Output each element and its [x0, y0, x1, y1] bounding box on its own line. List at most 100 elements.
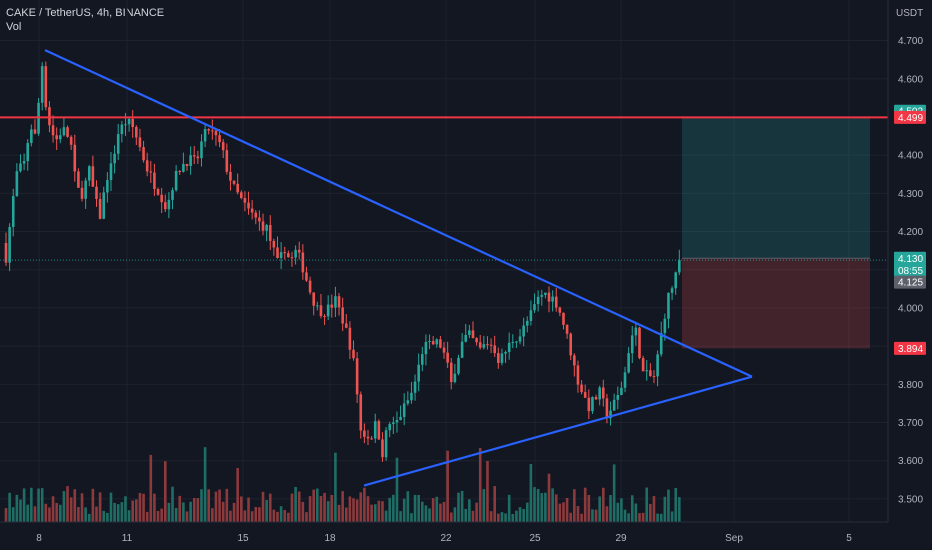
symbol-title[interactable]: CAKE / TetherUS, 4h, BINANCE	[6, 7, 165, 19]
candle-body	[580, 384, 583, 393]
volume-bar	[37, 488, 40, 522]
candle-body	[652, 376, 656, 378]
candle-up	[623, 366, 627, 393]
volume-bar	[48, 507, 51, 522]
price-tag-bg	[894, 251, 926, 265]
candle-body	[504, 352, 507, 354]
volume-bar	[91, 488, 95, 522]
time-tick-label: 11	[122, 533, 133, 544]
time-axis[interactable]: 8 11 15 18 22 25 29 Sep 5	[0, 521, 888, 544]
candle-body	[468, 330, 471, 335]
volume-bar	[69, 497, 73, 522]
candle-body	[627, 353, 630, 373]
candle-down	[558, 306, 562, 317]
volume-bar	[478, 447, 482, 522]
volume-bar	[652, 496, 656, 522]
volume-bar	[612, 464, 616, 522]
candle-body	[620, 387, 623, 396]
long-position-tool[interactable]	[682, 117, 870, 349]
candle-up	[529, 300, 533, 326]
drawings[interactable]	[0, 49, 888, 487]
candle-up	[116, 123, 120, 161]
candlestick-series	[4, 61, 681, 462]
candle-up	[612, 393, 616, 411]
candle-body	[261, 221, 265, 231]
candle-body	[77, 171, 80, 188]
volume-bar	[294, 486, 297, 522]
candle-body	[457, 357, 460, 374]
volume-bar	[536, 488, 540, 522]
candle-body	[319, 305, 323, 317]
upper-trendline	[44, 49, 753, 378]
candle-body	[421, 354, 424, 365]
candle-body	[283, 252, 287, 254]
volume-bar	[11, 507, 15, 522]
candle-body	[323, 316, 326, 318]
stop-loss-zone	[682, 258, 870, 349]
volume-bar	[203, 447, 207, 522]
volume-bar	[138, 492, 142, 522]
candle-body	[4, 242, 8, 263]
candle-body	[167, 199, 171, 210]
candle-down	[449, 357, 453, 390]
candle-body	[377, 421, 381, 440]
candle-down	[649, 363, 652, 377]
candle-down	[51, 115, 55, 143]
volume-bar	[605, 506, 609, 522]
candle-body	[453, 373, 457, 383]
candle-up	[678, 249, 681, 276]
candle-body	[475, 338, 478, 343]
candle-up	[609, 401, 612, 426]
candle-body	[229, 171, 232, 181]
candle-body	[69, 136, 73, 145]
candle-body	[301, 252, 305, 273]
volume-bar	[522, 508, 525, 522]
volume-bar	[551, 488, 554, 522]
candle-body	[15, 171, 19, 197]
volume-bar	[540, 493, 544, 522]
volume-bar	[120, 502, 124, 522]
candle-body	[605, 398, 609, 419]
candle-down	[652, 370, 656, 384]
candle-body	[326, 304, 330, 317]
candle-down	[297, 241, 301, 260]
candle-body	[497, 353, 500, 363]
volume-bar	[102, 510, 106, 522]
candle-up	[402, 393, 406, 426]
candle-down	[554, 287, 558, 312]
candle-up	[167, 192, 171, 219]
candle-body	[200, 141, 203, 159]
volume-bar	[609, 495, 612, 522]
candle-body	[344, 323, 348, 328]
time-tick-label: 8	[36, 533, 42, 544]
volume-bar	[268, 493, 272, 522]
candle-up	[645, 360, 649, 381]
candle-down	[439, 335, 442, 349]
candle-body	[446, 352, 449, 363]
candle-body	[370, 438, 373, 440]
candle-down	[218, 129, 221, 148]
volume-indicator-label[interactable]: Vol	[6, 21, 22, 33]
candle-down	[153, 163, 156, 196]
candle-down	[359, 391, 363, 439]
candle-down	[69, 135, 73, 151]
candle-body	[544, 292, 547, 295]
candle-up	[102, 186, 106, 220]
candle-body	[663, 318, 667, 333]
volume-bar	[493, 486, 496, 522]
candle-up	[522, 317, 525, 347]
candle-body	[569, 333, 573, 356]
volume-bar	[591, 509, 594, 522]
candle-down	[641, 355, 645, 372]
candle-down	[95, 180, 98, 207]
volume-bar	[77, 507, 80, 522]
volume-bar	[344, 507, 348, 522]
candle-body	[59, 135, 62, 140]
candle-down	[142, 140, 145, 163]
volume-bar	[316, 488, 319, 522]
candle-up	[15, 163, 19, 197]
candle-body	[62, 127, 66, 136]
candle-down	[207, 128, 211, 135]
candle-up	[59, 128, 62, 144]
